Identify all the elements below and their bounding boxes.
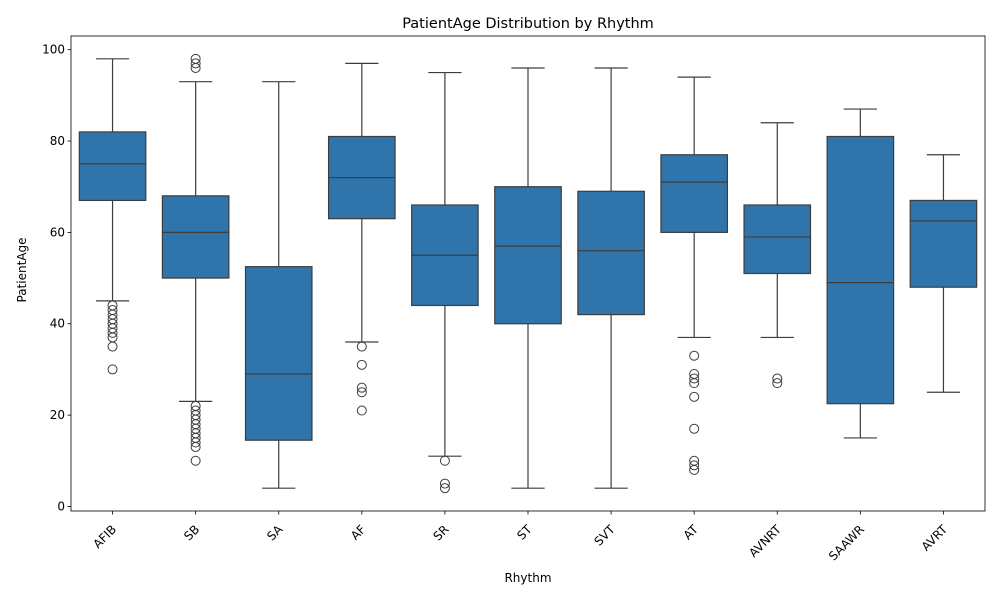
x-axis-label: Rhythm: [504, 571, 551, 585]
plot-area: 0 20 40 60 80 100 AFIB SB SA AF SR ST SVT AT AVNRT SAAW…: [42, 35, 986, 563]
x-tick-label: SA: [264, 522, 286, 544]
box-sa: [244, 266, 313, 441]
x-tick-label: AF: [348, 522, 369, 543]
x-tick-label: ST: [514, 522, 535, 543]
outlier-point: [772, 373, 783, 384]
outlier-point: [356, 341, 367, 352]
y-tick-label: 0: [57, 499, 65, 513]
y-tick-label: 20: [50, 408, 65, 422]
x-tick-label: SVT: [592, 522, 619, 549]
box-afib: [78, 131, 147, 202]
outlier-point: [689, 460, 700, 471]
outlier-point: [689, 378, 700, 389]
outlier-point: [190, 58, 201, 69]
x-tick-label: SB: [181, 522, 202, 543]
box-avrt: [909, 199, 978, 288]
box-avnrt: [743, 204, 812, 275]
outlier-point: [356, 359, 367, 370]
box-sb: [161, 195, 230, 279]
outlier-point: [689, 464, 700, 475]
outlier-point: [439, 478, 450, 489]
outlier-point: [356, 405, 367, 416]
outlier-point: [190, 442, 201, 453]
box-svt: [577, 190, 645, 316]
x-tick-label: AT: [681, 522, 702, 543]
outlier-point: [689, 423, 700, 434]
outlier-point: [356, 382, 367, 393]
outlier-point: [439, 455, 450, 466]
outlier-point: [190, 437, 201, 448]
box-st: [494, 186, 562, 325]
y-tick-label: 40: [50, 317, 65, 331]
y-tick-label: 100: [42, 43, 65, 57]
x-tick-label: AVNRT: [746, 522, 784, 560]
y-axis-label: PatientAge: [15, 238, 29, 303]
outlier-point: [107, 364, 118, 375]
outlier-point: [439, 483, 450, 494]
x-tick-label: SAAWR: [826, 522, 867, 563]
outlier-point: [107, 327, 118, 338]
box-saawr: [826, 135, 895, 405]
outlier-point: [689, 391, 700, 402]
chart-title: PatientAge Distribution by Rhythm: [402, 16, 654, 32]
outlier-point: [356, 387, 367, 398]
x-tick-label: SR: [430, 522, 451, 543]
outlier-point: [689, 373, 700, 384]
plot-frame: [70, 35, 986, 512]
outlier-point: [190, 455, 201, 466]
box-at: [660, 154, 729, 233]
outlier-point: [689, 350, 700, 361]
x-tick-label: AFIB: [90, 522, 119, 551]
outlier-point: [772, 378, 783, 389]
x-tick-label: AVRT: [919, 522, 951, 554]
outlier-point: [190, 62, 201, 73]
y-tick-label: 60: [50, 225, 65, 239]
y-tick-label: 80: [50, 134, 65, 148]
outlier-point: [107, 341, 118, 352]
